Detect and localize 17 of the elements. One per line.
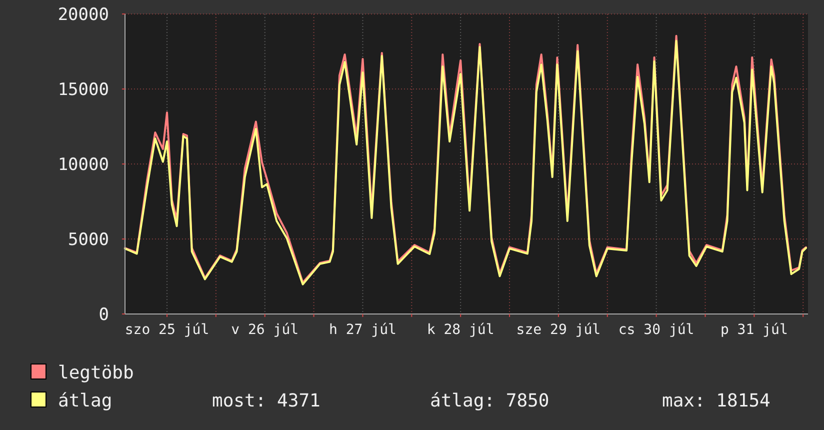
x-tick-label: v 26 júl	[231, 322, 299, 338]
legend-label: átlag	[58, 390, 112, 412]
text: most: 4371	[212, 390, 320, 412]
x-tick-label: h 27 júl	[329, 322, 396, 338]
text: max: 18154	[662, 390, 770, 412]
y-tick-label: 15000	[58, 80, 109, 100]
x-tick-label: k 28 júl	[426, 322, 494, 338]
y-tick-label: 0	[98, 304, 109, 325]
y-tick-label: 10000	[58, 154, 109, 175]
x-tick-label: sze 29 júl	[516, 322, 601, 338]
text: átlag: 7850	[430, 390, 550, 412]
x-tick-label: p 31 júl	[720, 322, 788, 338]
y-tick-label: 20000	[58, 4, 109, 25]
x-tick-label: cs 30 júl	[618, 322, 694, 338]
y-tick-label: 5000	[68, 230, 109, 250]
x-tick-label: szo 25 júl	[124, 322, 210, 338]
legend-label: legtöbb	[58, 362, 134, 384]
